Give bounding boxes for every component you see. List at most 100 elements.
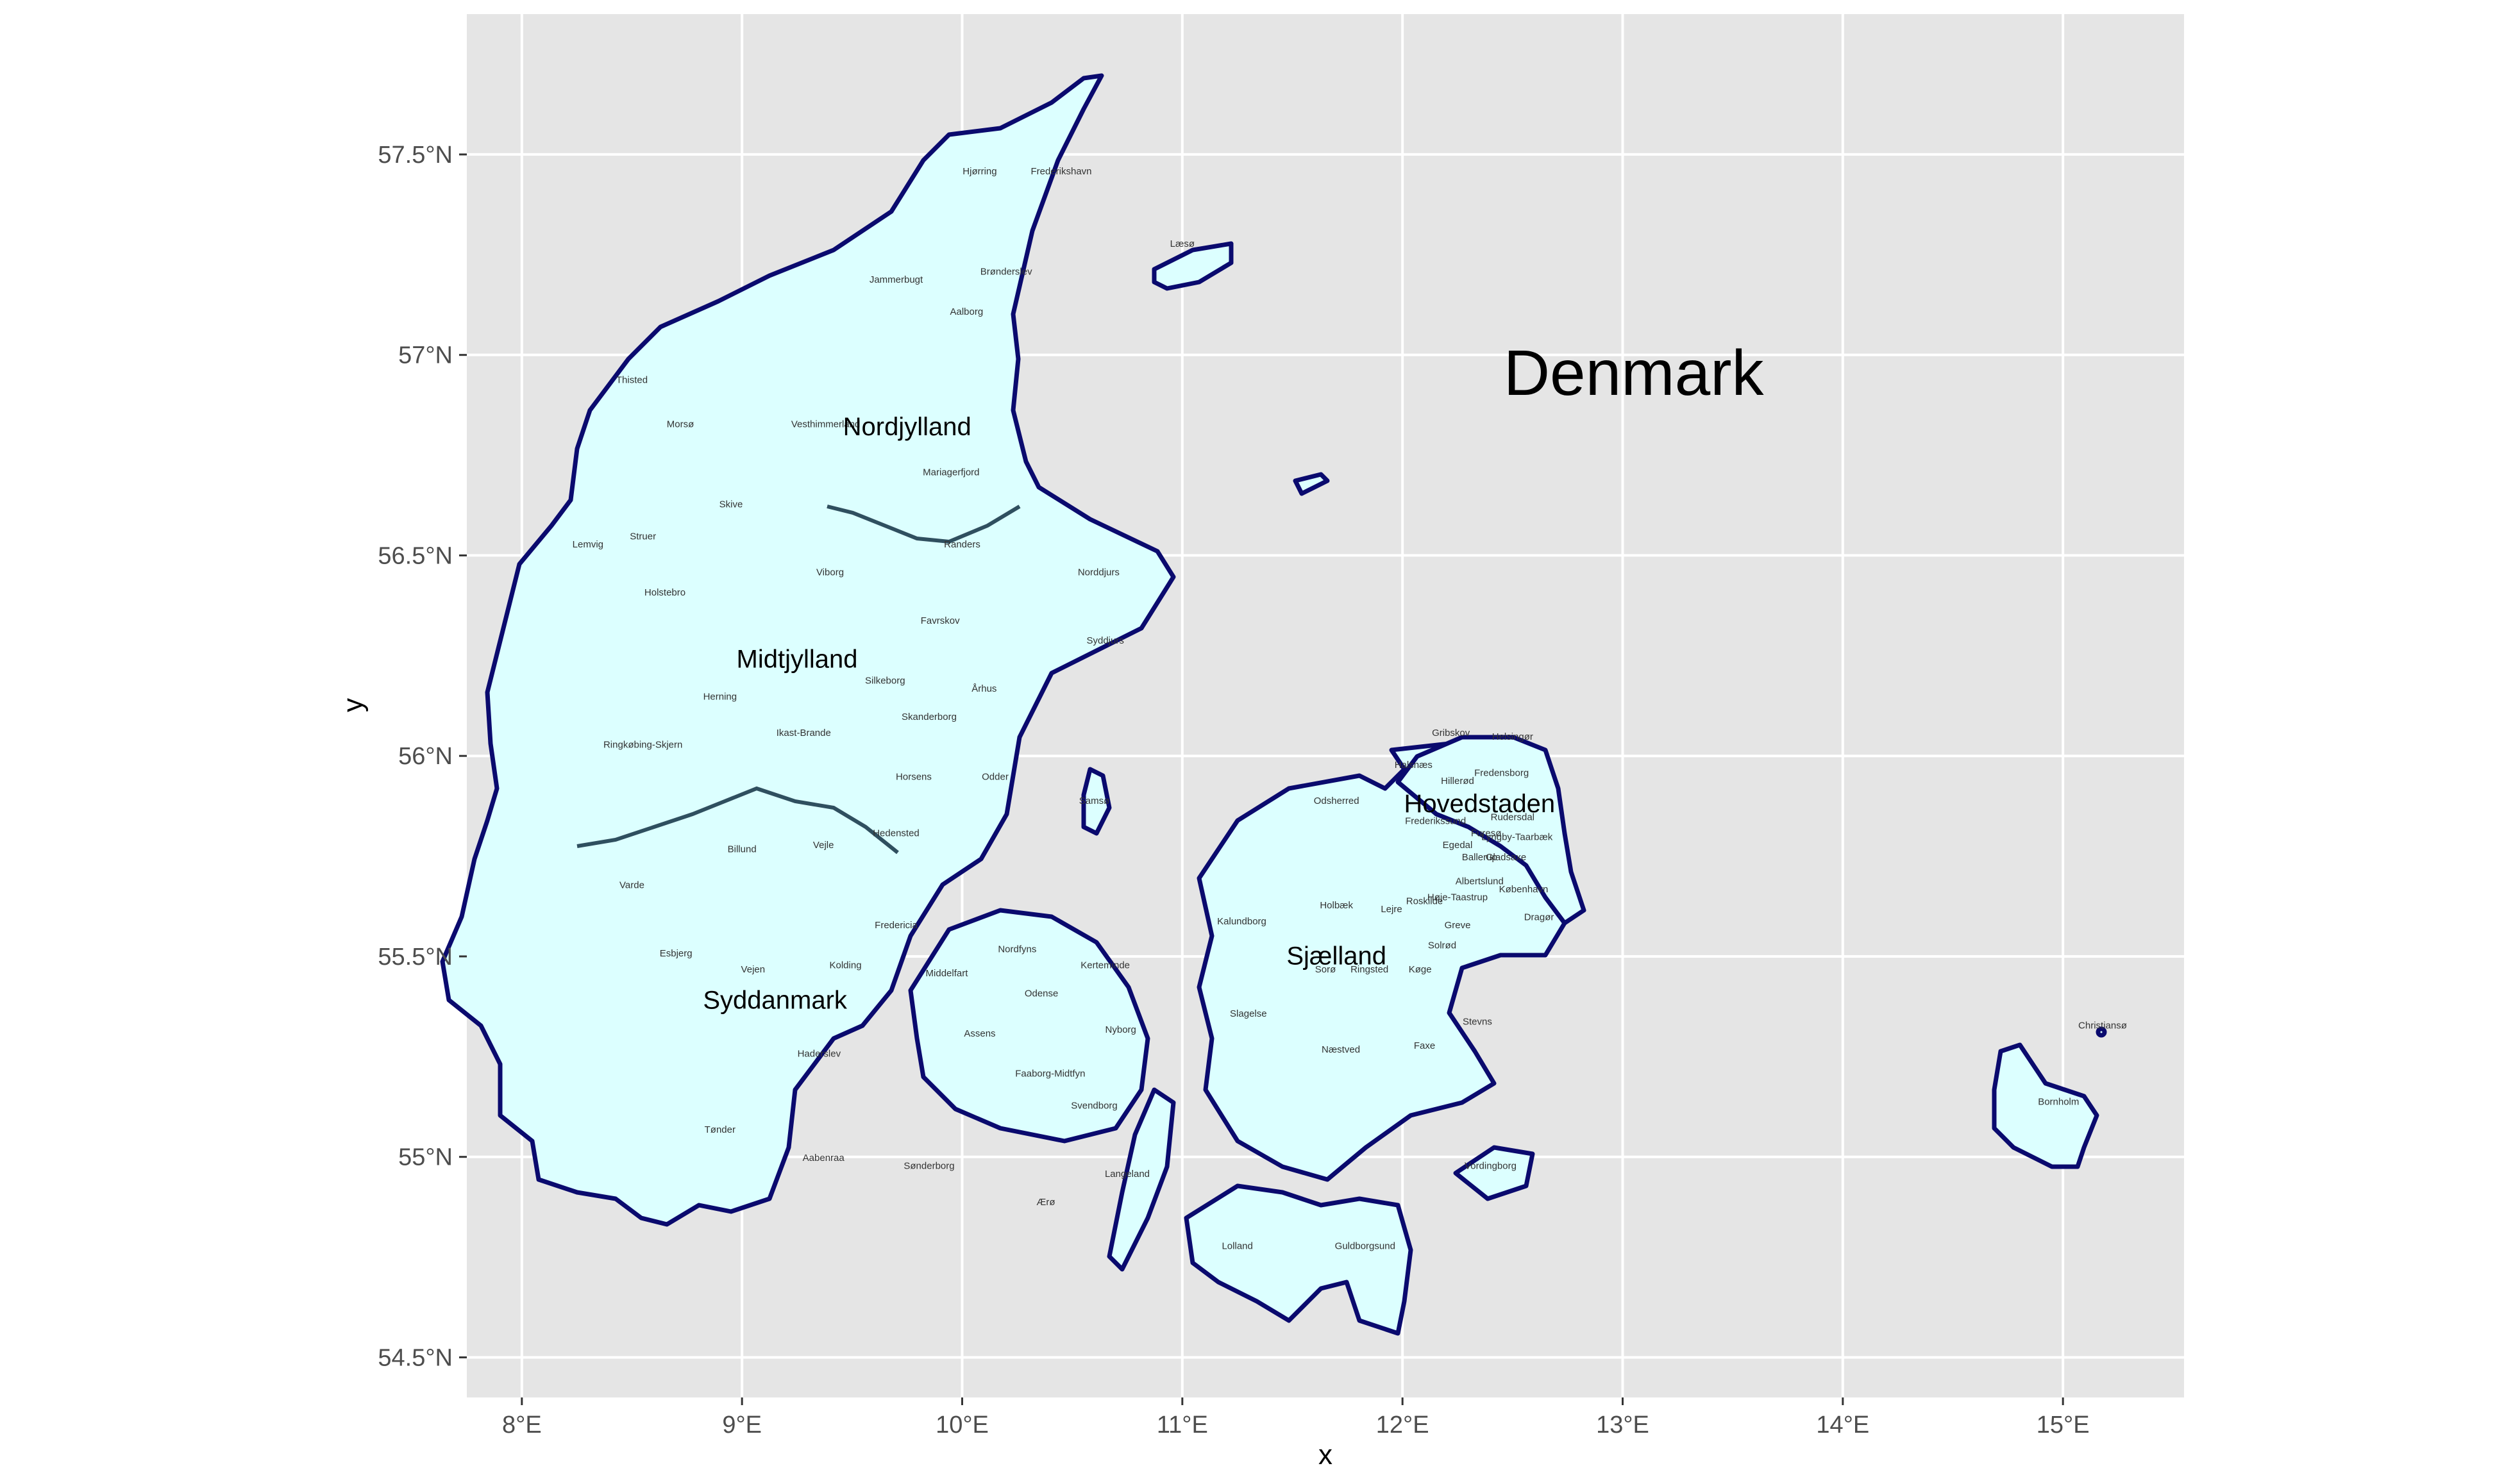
y-tick-label: 57°N	[398, 342, 453, 369]
municipality-label: Århus	[971, 683, 996, 694]
municipality-label: Aabenraa	[803, 1153, 845, 1163]
municipality-label: Holbæk	[1320, 900, 1353, 911]
municipality-label: Guldborgsund	[1335, 1241, 1395, 1252]
lolland-falster-landmass	[1184, 1183, 1413, 1336]
nordjylland-midtjylland-border	[827, 504, 1021, 544]
municipality-label: Holstebro	[644, 587, 685, 598]
municipality-label: Vejle	[813, 840, 834, 851]
municipality-label: Næstved	[1322, 1044, 1360, 1055]
samso-landmass	[1081, 767, 1112, 836]
municipality-label: Favrskov	[921, 615, 960, 626]
x-tick-label: 15°E	[2037, 1412, 2090, 1438]
y-axis-title: y	[337, 698, 369, 712]
y-tick-label: 56.5°N	[378, 542, 453, 569]
municipality-label: Lyngby-Taarbæk	[1481, 832, 1553, 843]
midtjylland-syddanmark-border	[576, 786, 899, 855]
y-tick-label: 55°N	[398, 1144, 453, 1171]
municipality-label: Furesø	[1471, 828, 1502, 838]
municipality-label: Læsø	[1170, 238, 1195, 249]
municipality-label: Fredensborg	[1474, 767, 1529, 778]
municipality-label: Vordingborg	[1465, 1160, 1517, 1171]
municipality-label: Rudersdal	[1491, 812, 1534, 822]
municipality-label: Jammerbugt	[870, 274, 923, 285]
municipality-label: Odense	[1025, 988, 1059, 999]
municipality-label: Stevns	[1463, 1016, 1492, 1027]
municipality-label: Frederikssund	[1405, 816, 1466, 827]
municipality-label: Haderslev	[798, 1048, 841, 1059]
mon-landmass	[1453, 1145, 1535, 1201]
municipality-label: Langeland	[1105, 1169, 1150, 1180]
municipality-label: Egedal	[1443, 840, 1473, 851]
municipality-label: Høje-Taastrup	[1427, 892, 1488, 903]
x-tick-label: 10°E	[936, 1412, 989, 1438]
funen-landmass	[908, 908, 1150, 1144]
municipality-label: Roskilde	[1406, 896, 1443, 907]
x-tick-label: 14°E	[1816, 1412, 1869, 1438]
langeland-landmass	[1107, 1087, 1176, 1272]
region-border-layer	[576, 504, 1021, 855]
zealand-landmass	[1197, 741, 1567, 1182]
municipality-label: Frederikshavn	[1030, 166, 1091, 177]
municipality-label: Odsherred	[1314, 796, 1359, 806]
municipality-label: Odder	[982, 772, 1009, 783]
axis-ticks: 8°E 9°E 10°E 11°E 12°E 13°E 14°E 15°E 54.5°N 55°N…	[378, 142, 2089, 1438]
municipality-label: Horsens	[896, 772, 932, 783]
y-tick-label: 56°N	[398, 743, 453, 770]
municipality-label: Sønderborg	[904, 1160, 954, 1171]
x-tick-label: 13°E	[1596, 1412, 1649, 1438]
jutland-landmass	[440, 73, 1176, 1227]
municipality-label: Skanderborg	[902, 712, 957, 722]
laeso-landmass	[1152, 241, 1234, 291]
municipality-label: Slagelse	[1230, 1008, 1267, 1019]
municipality-label: Svendborg	[1071, 1101, 1118, 1112]
municipality-label: København	[1499, 884, 1549, 895]
north-zealand-landmass	[1395, 735, 1586, 926]
municipality-label: Assens	[964, 1028, 995, 1039]
municipality-label: Faaborg-Midtfyn	[1015, 1069, 1085, 1080]
bornholm-landmass	[1992, 1042, 2099, 1169]
municipality-label: Varde	[619, 880, 644, 891]
label-layer: Hjørring Frederikshavn Læsø Brønderslev Jamm…	[573, 166, 2127, 1251]
municipality-label: Viborg	[816, 567, 844, 578]
municipality-label: Halsnæs	[1395, 760, 1433, 771]
municipality-label: Syddjurs	[1086, 635, 1123, 646]
municipality-label: Kerteminde	[1080, 960, 1130, 971]
municipality-label: Lemvig	[573, 539, 603, 550]
municipality-label: Kalundborg	[1217, 916, 1266, 927]
municipality-label: Hedensted	[873, 828, 920, 838]
municipality-label: Hjørring	[962, 166, 996, 177]
municipality-label: Gribskov	[1432, 728, 1470, 738]
municipality-label: Ikast-Brande	[777, 728, 831, 738]
municipality-label: Middelfart	[926, 968, 969, 979]
municipality-label: Silkeborg	[865, 676, 905, 687]
municipality-label: Gladsaxe	[1486, 852, 1526, 863]
x-axis-title: x	[1318, 1439, 1332, 1471]
municipality-label: Greve	[1445, 920, 1471, 931]
municipality-label: Bornholm	[2038, 1096, 2079, 1107]
municipality-label: Lejre	[1381, 904, 1402, 915]
x-tick-label: 12°E	[1376, 1412, 1429, 1438]
x-tick-label: 8°E	[502, 1412, 542, 1438]
y-tick-label: 55.5°N	[378, 944, 453, 971]
region-label: Hovedstaden	[1404, 790, 1555, 818]
land-layer	[440, 73, 2107, 1336]
x-tick-label: 11°E	[1157, 1412, 1208, 1438]
municipality-label: Skive	[719, 499, 743, 510]
municipality-label: Fredericia	[875, 920, 918, 931]
municipality-label: Aalborg	[950, 306, 984, 317]
municipality-label: Kolding	[830, 960, 862, 971]
municipality-label: Køge	[1409, 964, 1432, 975]
municipality-label: Dragør	[1524, 912, 1554, 923]
municipality-label: Struer	[630, 531, 656, 542]
municipality-label: Randers	[944, 539, 980, 550]
municipality-label: Helsingør	[1492, 731, 1533, 742]
municipality-label: Lolland	[1222, 1241, 1252, 1252]
municipality-label: Christiansø	[2078, 1021, 2127, 1031]
municipality-label: Ringsted	[1350, 964, 1388, 975]
municipality-label: Herning	[703, 692, 737, 703]
municipality-label: Ærø	[1036, 1197, 1055, 1208]
region-label: Midtjylland	[737, 646, 858, 674]
municipality-label: Nordfyns	[998, 944, 1036, 955]
municipality-label: Vejen	[741, 964, 766, 975]
